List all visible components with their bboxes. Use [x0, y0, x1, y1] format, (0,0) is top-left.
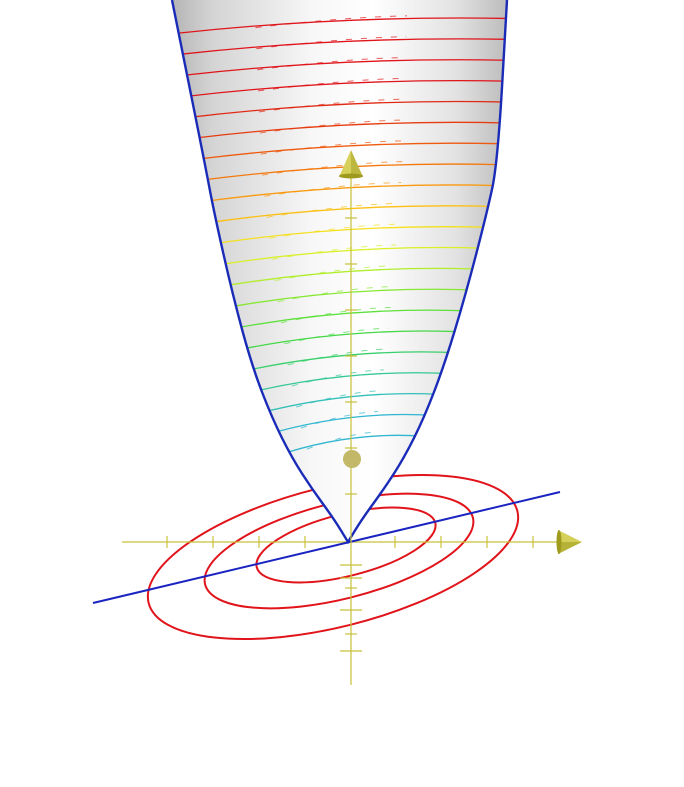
diagonal-line	[92, 491, 561, 604]
level-curve-back	[257, 77, 406, 92]
level-curve-back	[260, 140, 404, 155]
level-curve-back	[280, 306, 391, 324]
level-curve	[210, 246, 486, 267]
level-curve	[199, 205, 497, 225]
level-curve	[187, 121, 507, 140]
level-curve	[185, 100, 507, 119]
x-arrow-shade	[558, 542, 582, 554]
level-curve	[182, 59, 507, 77]
vertical-axis	[340, 172, 362, 685]
z-arrow-face	[339, 150, 363, 177]
level-curve	[262, 413, 434, 437]
diagonal-line-segment	[92, 491, 561, 604]
level-curve	[204, 226, 491, 246]
level-curve	[179, 17, 507, 34]
level-curve-back	[277, 286, 393, 303]
level-curve-back	[274, 265, 395, 282]
level-curve-back	[259, 119, 405, 134]
level-curve-back	[255, 15, 407, 29]
level-curve-back	[261, 161, 403, 176]
z-arrow-base	[339, 173, 363, 179]
level-curve-back	[287, 348, 387, 366]
surface-outline	[170, 0, 509, 545]
z-axis-arrow-icon	[339, 150, 363, 179]
z-arrow-shade	[351, 150, 363, 177]
level-curve-back	[306, 431, 375, 450]
level-curve	[215, 267, 481, 289]
x-axis-arrow-icon	[556, 530, 582, 554]
level-curve-back	[256, 36, 407, 50]
level-curve	[238, 351, 458, 373]
level-curve	[184, 79, 507, 98]
level-curve	[188, 142, 507, 161]
paraboloid-surface	[170, 0, 509, 545]
level-curve-back	[264, 181, 402, 197]
level-curve-back	[266, 202, 400, 218]
point-marker	[343, 450, 361, 468]
x-arrow-base	[556, 530, 562, 554]
level-curve-back	[272, 244, 397, 260]
level-curve-back	[296, 390, 381, 408]
level-curve	[245, 372, 451, 395]
level-curve	[181, 38, 507, 55]
level-curve	[195, 184, 501, 204]
level-curve-back	[258, 98, 405, 113]
level-curve	[226, 309, 470, 331]
level-curve-back	[257, 57, 406, 71]
level-curve	[232, 330, 464, 352]
surface-fill	[172, 0, 507, 542]
level-curve	[253, 392, 443, 416]
level-curves	[179, 15, 507, 458]
level-curve	[220, 288, 476, 310]
level-curve-back	[269, 223, 399, 239]
axes	[122, 536, 560, 548]
